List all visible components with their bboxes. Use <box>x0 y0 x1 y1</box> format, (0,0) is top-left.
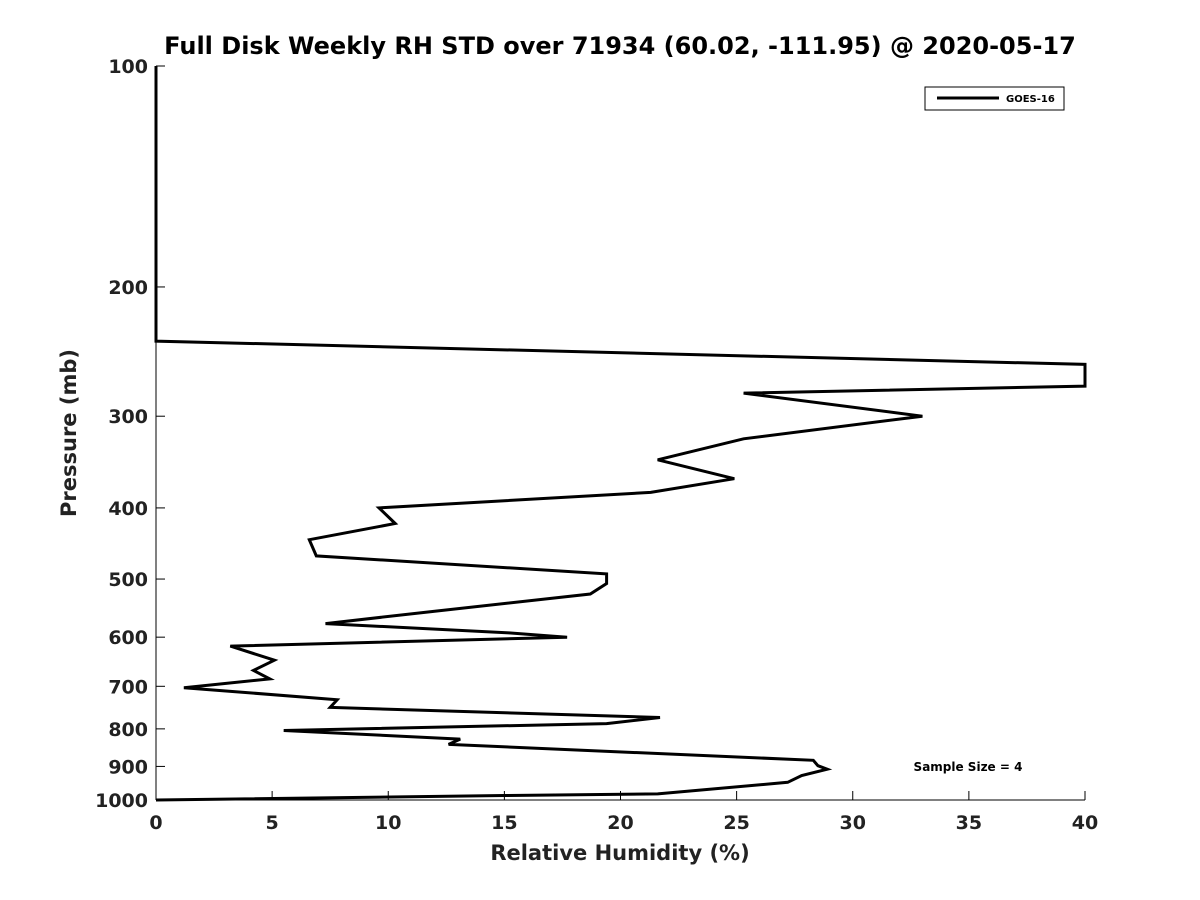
x-tick-label: 20 <box>607 812 633 834</box>
y-tick-label: 700 <box>108 676 148 698</box>
y-tick-label: 900 <box>108 756 148 778</box>
x-tick-label: 30 <box>840 812 866 834</box>
x-axis-ticks: 0 5 10 15 20 25 30 35 40 <box>149 791 1098 834</box>
y-tick-label: 1000 <box>95 790 148 812</box>
chart-title: Full Disk Weekly RH STD over 71934 (60.0… <box>164 32 1076 60</box>
y-tick-label: 300 <box>108 406 148 428</box>
series-line-goes-16 <box>154 66 1087 802</box>
y-tick-label: 800 <box>108 719 148 741</box>
plot-area <box>155 66 1085 801</box>
y-tick-label: 600 <box>108 627 148 649</box>
legend-label-goes-16: GOES-16 <box>1006 94 1055 105</box>
x-tick-label: 40 <box>1072 812 1098 834</box>
x-tick-label: 5 <box>266 812 279 834</box>
y-tick-label: 500 <box>108 569 148 591</box>
x-axis-label: Relative Humidity (%) <box>490 841 749 865</box>
x-tick-label: 10 <box>375 812 401 834</box>
y-tick-label: 400 <box>108 498 148 520</box>
legend: GOES-16 <box>924 86 1065 111</box>
x-tick-label: 0 <box>149 812 162 834</box>
x-tick-label: 15 <box>491 812 517 834</box>
y-tick-label: 200 <box>108 277 148 299</box>
x-tick-label: 35 <box>956 812 982 834</box>
y-tick-label: 100 <box>108 56 148 78</box>
x-tick-label: 25 <box>723 812 749 834</box>
y-axis-ticks: 100 200 300 400 500 600 700 800 900 1000 <box>95 56 165 812</box>
sample-size-annotation: Sample Size = 4 <box>914 760 1023 774</box>
y-axis-label: Pressure (mb) <box>57 349 81 517</box>
